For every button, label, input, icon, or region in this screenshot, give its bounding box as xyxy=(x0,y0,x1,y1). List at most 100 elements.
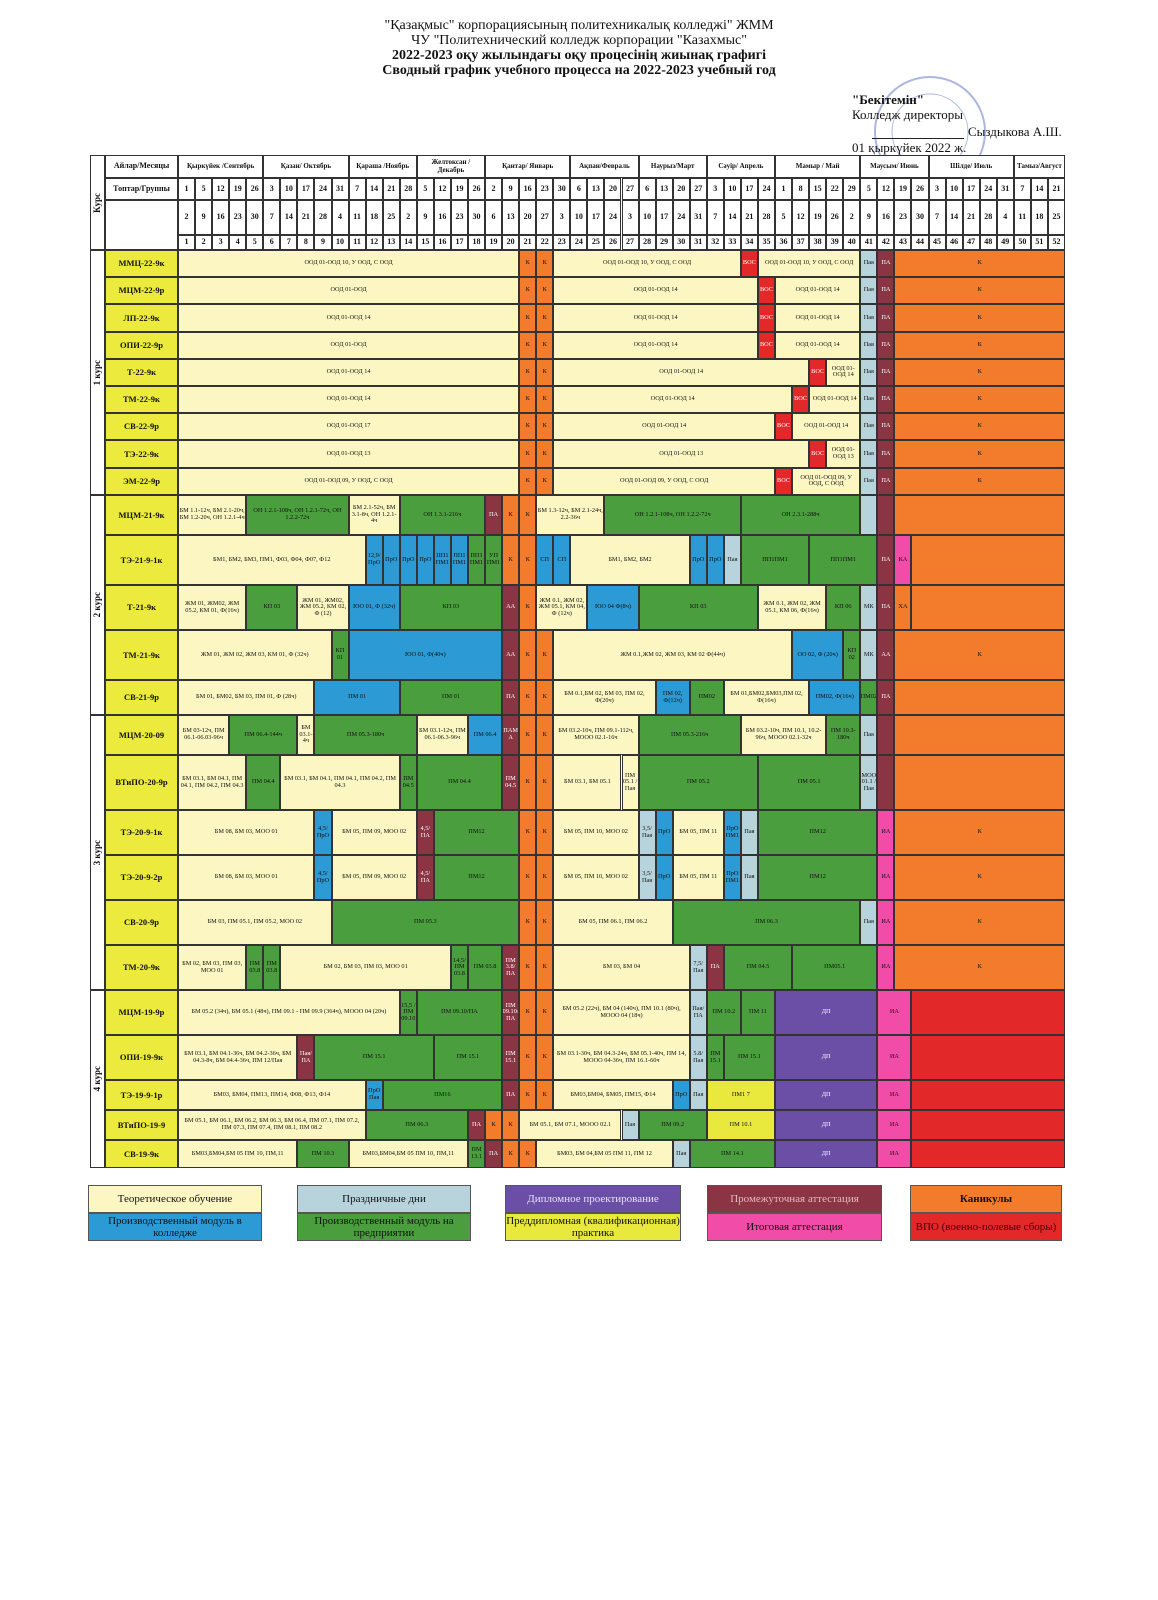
schedule-cell: ПМ 01 xyxy=(399,680,503,715)
group-name: ТМ-21-9к xyxy=(105,630,178,680)
schedule-cell: К xyxy=(894,413,1065,441)
week-start: 1 xyxy=(775,178,793,200)
schedule-cell: К xyxy=(519,440,537,468)
schedule-cell: К xyxy=(519,945,537,990)
schedule-cell: БМ03,БМ04,БМ 05 ПМ 10, ПМ,11 xyxy=(178,1140,298,1168)
schedule-cell: ВОС xyxy=(757,331,775,359)
group-name: ОПИ-22-9р xyxy=(105,331,178,359)
schedule-cell: ОО 02, Ф (20ч) xyxy=(792,630,844,680)
week-number: 33 xyxy=(723,235,741,250)
schedule-cell: ООД 01-ООД 10, У ООД, С ООД xyxy=(757,250,861,278)
schedule-cell: ПА xyxy=(877,331,895,359)
schedule-cell: ПМ 15.1 xyxy=(502,1035,520,1080)
schedule-cell: ООД 01-ООД 17 xyxy=(178,413,520,441)
schedule-cell: ООД 01-ООД 14 xyxy=(553,331,758,359)
schedule-cell: 4,5/ ПрО xyxy=(314,810,332,855)
week-end: 2 xyxy=(843,200,861,235)
schedule-cell: ПА xyxy=(877,467,895,495)
month-header: Шілде/ Июль xyxy=(928,155,1014,178)
schedule-cell: ДП xyxy=(775,1140,878,1168)
week-number: 7 xyxy=(280,235,298,250)
schedule-cell: ДП xyxy=(775,1035,878,1080)
schedule-cell: ВОС xyxy=(740,250,758,278)
week-number: 44 xyxy=(911,235,929,250)
week-number: 41 xyxy=(860,235,878,250)
schedule-cell: К xyxy=(519,467,537,495)
schedule-cell: К xyxy=(519,495,537,535)
course-label: 1 курс xyxy=(90,250,105,495)
schedule-cell: К xyxy=(536,755,554,810)
schedule-cell: АА xyxy=(502,585,520,630)
schedule-cell: ПМ 15.1 xyxy=(314,1035,434,1080)
approval-name: Сыздыкова А.Ш. xyxy=(968,124,1062,139)
week-end: 21 xyxy=(962,200,980,235)
schedule-cell: БМ 2.1-52ч, БМ 3.1-8ч, ОН 1.2.1-4ч xyxy=(348,495,400,535)
schedule-cell: БМ1, БМ2, БМ3, ПМ1, Ф03, Ф04, Ф07, Ф12 xyxy=(178,535,366,585)
week-number: 28 xyxy=(638,235,656,250)
week-end: 25 xyxy=(1047,200,1065,235)
schedule-cell: ООД 01-ООД 13 xyxy=(553,440,810,468)
group-name: ЭМ-22-9р xyxy=(105,467,178,495)
schedule-cell: К xyxy=(536,1035,554,1080)
schedule-cell: ДП xyxy=(775,1110,878,1140)
schedule-cell: ОН 2.3.1-288ч xyxy=(740,495,861,535)
schedule-cell: К xyxy=(485,1110,503,1140)
course-label-text: 2 курс xyxy=(91,592,102,618)
week-end: 3 xyxy=(553,200,571,235)
schedule-cell: ПМ 03.8 xyxy=(246,945,264,990)
legend-item: ВПО (военно-полевые сборы) xyxy=(910,1213,1062,1241)
week-start: 19 xyxy=(229,178,247,200)
schedule-cell: ПрО xyxy=(382,535,400,585)
week-end: 3 xyxy=(621,200,639,235)
schedule-cell: ПА xyxy=(485,495,503,535)
week-number: 40 xyxy=(843,235,861,250)
schedule-cell: К xyxy=(894,467,1065,495)
schedule-cell: БМ 05, ПМ 06.1, ПМ 06.2 xyxy=(553,900,673,945)
week-end: 24 xyxy=(672,200,690,235)
schedule-cell: К xyxy=(519,630,537,680)
schedule-cell: БМ 1.3-12ч, БМ 2.1-24ч, 2.2-36ч xyxy=(536,495,605,535)
schedule-cell: К xyxy=(519,413,537,441)
schedule-cell: БМ 03, БМ 04 xyxy=(553,945,690,990)
schedule-cell: К xyxy=(536,304,554,332)
schedule-cell: ПрО xyxy=(706,535,724,585)
schedule-cell: ПМ 15.1 xyxy=(706,1035,724,1080)
schedule-cell: ПА xyxy=(877,250,895,278)
schedule-cell: Пая xyxy=(689,1080,707,1110)
week-number: 5 xyxy=(246,235,264,250)
schedule-cell: Пая xyxy=(860,386,878,414)
header-line: "Қазақмыс" корпорациясының политехникалы… xyxy=(384,18,774,33)
week-number: 10 xyxy=(331,235,349,250)
schedule-cell xyxy=(860,495,878,535)
week-start: 28 xyxy=(399,178,417,200)
week-start: 20 xyxy=(604,178,622,200)
schedule-cell: ИА xyxy=(877,945,895,990)
group-name: ОПИ-19-9к xyxy=(105,1035,178,1080)
schedule-cell: ИА xyxy=(877,990,912,1035)
schedule-cell: К xyxy=(894,900,1065,945)
schedule-cell: ПА xyxy=(877,440,895,468)
group-name: ТМ-20-9к xyxy=(105,945,178,990)
week-end: 17 xyxy=(587,200,605,235)
schedule-cell: ООД 01-ООД 14 xyxy=(792,413,861,441)
schedule-cell xyxy=(894,495,1065,535)
week-start: 2 xyxy=(485,178,503,200)
week-end: 16 xyxy=(433,200,451,235)
schedule-cell: ВОС xyxy=(775,413,793,441)
schedule-cell: Пая/ ПА xyxy=(689,990,707,1035)
schedule-cell: МОО 01.1 /Пая xyxy=(860,755,878,810)
group-name: Т-21-9к xyxy=(105,585,178,630)
week-number: 42 xyxy=(877,235,895,250)
schedule-cell: К xyxy=(502,495,520,535)
schedule-cell: К xyxy=(519,855,537,900)
week-number: 4 xyxy=(229,235,247,250)
schedule-cell: ООД 01-ООД 14 xyxy=(178,304,520,332)
week-end: 28 xyxy=(314,200,332,235)
legend-item: Праздничные дни xyxy=(297,1185,471,1213)
schedule-cell: ПМ 06.4-144ч xyxy=(229,715,298,755)
schedule-cell: АА xyxy=(502,630,520,680)
schedule-cell: ПМ12 xyxy=(433,810,520,855)
schedule-cell: ПП1ПМ1 xyxy=(740,535,810,585)
schedule-cell: БМ 03.1, БМ 04.1, ПМ 04.1, ПМ 04.2, ПМ 0… xyxy=(280,755,400,810)
schedule-cell: БМ 05, ПМ 11 xyxy=(672,855,724,900)
